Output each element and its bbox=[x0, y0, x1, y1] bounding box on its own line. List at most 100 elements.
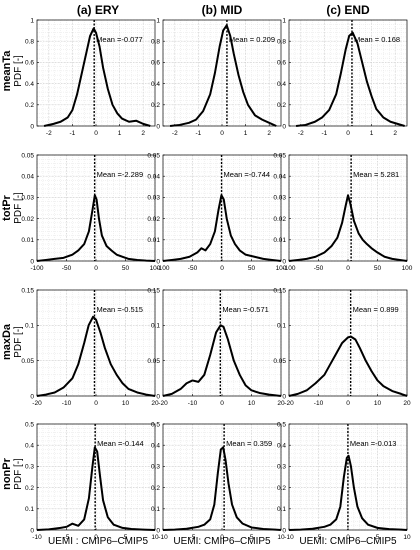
panel-meanta-end: -2 -1 0 1 2 0 0.2 0.4 0.6 0.8 1 Mean = 0.168 bbox=[277, 17, 408, 137]
mean-label: Mean =-0.515 bbox=[96, 305, 142, 314]
plot-frame bbox=[36, 423, 156, 531]
x-tick-label: -20 bbox=[284, 400, 294, 407]
mean-label: Mean =-0.144 bbox=[97, 439, 143, 448]
y-tick-label: 1 bbox=[30, 17, 34, 24]
y-tick-label: 0.4 bbox=[25, 81, 34, 88]
x-tick-label: 2 bbox=[267, 130, 271, 137]
x-tick-label: 0 bbox=[346, 130, 350, 137]
x-tick-label: 2 bbox=[393, 130, 397, 137]
x-tick-label: -1 bbox=[70, 130, 76, 137]
pdf-curve bbox=[162, 446, 282, 531]
x-tick-label: -2 bbox=[172, 130, 178, 137]
x-tick-label: -10 bbox=[314, 400, 324, 407]
plot-frame bbox=[162, 289, 282, 397]
y-tick-label: 0.4 bbox=[151, 443, 160, 450]
y-tick-label: 0 bbox=[282, 393, 286, 400]
col-title-ery: (a) ERY bbox=[77, 3, 119, 17]
y-tick-label: 0.6 bbox=[25, 60, 34, 67]
x-tick-label: 10 bbox=[277, 534, 285, 541]
row-ylabel-totpr: PDF [-] bbox=[13, 192, 24, 224]
y-tick-label: 0.6 bbox=[151, 60, 160, 67]
y-tick-label: 0.15 bbox=[21, 287, 34, 294]
y-tick-label: 0.5 bbox=[151, 421, 160, 428]
plot-frame bbox=[36, 289, 156, 397]
y-tick-label: 0.4 bbox=[151, 81, 160, 88]
y-tick-label: 0.2 bbox=[25, 485, 34, 492]
y-tick-label: 0.1 bbox=[25, 323, 34, 330]
plot-frame bbox=[288, 423, 408, 531]
y-tick-label: 0 bbox=[156, 393, 160, 400]
x-tick-label: -100 bbox=[156, 265, 169, 272]
y-tick-label: 0 bbox=[282, 123, 286, 130]
col-title-end: (c) END bbox=[326, 3, 370, 17]
y-tick-label: 0.15 bbox=[147, 287, 160, 294]
x-tick-label: 0 bbox=[346, 400, 350, 407]
x-tick-label: 5 bbox=[124, 534, 128, 541]
plot-frame bbox=[36, 154, 156, 262]
y-tick-label: 0 bbox=[156, 527, 160, 534]
y-tick-label: 0 bbox=[30, 123, 34, 130]
y-tick-label: 0.3 bbox=[277, 464, 286, 471]
row-label-maxda: maxDa bbox=[1, 323, 13, 360]
x-tick-label: 1 bbox=[118, 130, 122, 137]
pdf-curve bbox=[295, 31, 405, 127]
y-tick-label: 0.05 bbox=[273, 152, 286, 159]
xlabel-end: UEMI: CMIP6–CMIP5 bbox=[299, 536, 397, 547]
x-tick-label: 10 bbox=[374, 400, 382, 407]
mean-label: Mean =-0.077 bbox=[96, 35, 143, 44]
x-tick-label: -10 bbox=[32, 534, 42, 541]
y-tick-label: 0.2 bbox=[277, 102, 286, 109]
y-tick-label: 0.02 bbox=[147, 216, 160, 223]
x-tick-label: -20 bbox=[32, 400, 42, 407]
y-tick-label: 0.05 bbox=[21, 152, 34, 159]
plot-frame bbox=[162, 154, 282, 262]
x-tick-label: 100 bbox=[276, 265, 287, 272]
x-tick-label: -10 bbox=[62, 400, 72, 407]
plot-frame bbox=[36, 19, 156, 127]
row-ylabel-meanta: PDF [-] bbox=[13, 55, 24, 87]
x-tick-label: 50 bbox=[122, 265, 130, 272]
pdf-curve bbox=[36, 315, 156, 397]
y-tick-label: 0.5 bbox=[277, 421, 286, 428]
y-tick-label: 0.04 bbox=[21, 174, 34, 181]
y-tick-label: 0 bbox=[282, 258, 286, 265]
y-tick-label: 0.03 bbox=[147, 195, 160, 202]
y-tick-label: 0.01 bbox=[21, 237, 34, 244]
pdf-curve bbox=[36, 446, 156, 531]
y-tick-label: 0.1 bbox=[277, 506, 286, 513]
panel-meanta-ery: -2 -1 0 1 2 0 0.2 0.4 0.6 0.8 1 Mean =-0.077 bbox=[25, 17, 156, 137]
y-tick-label: 0.4 bbox=[277, 443, 286, 450]
x-tick-label: 100 bbox=[150, 265, 161, 272]
y-tick-label: 0.8 bbox=[277, 39, 286, 46]
mean-label: Mean = 0.359 bbox=[226, 439, 272, 448]
y-tick-label: 0.2 bbox=[151, 485, 160, 492]
x-tick-label: 5 bbox=[376, 534, 380, 541]
x-tick-label: -50 bbox=[188, 265, 198, 272]
x-tick-label: -100 bbox=[30, 265, 43, 272]
mean-label: Mean = 0.899 bbox=[353, 305, 399, 314]
y-tick-label: 0.05 bbox=[273, 358, 286, 365]
mean-label: Mean =-2.289 bbox=[97, 170, 144, 179]
y-tick-label: 0.5 bbox=[25, 421, 34, 428]
y-tick-label: 0.05 bbox=[147, 358, 160, 365]
x-tick-label: 20 bbox=[403, 400, 411, 407]
x-tick-label: -1 bbox=[322, 130, 328, 137]
x-tick-label: -10 bbox=[158, 534, 168, 541]
plot-frame bbox=[162, 19, 282, 127]
plot-frame bbox=[288, 289, 408, 397]
x-tick-label: 0 bbox=[94, 400, 98, 407]
y-tick-label: 0.1 bbox=[151, 323, 160, 330]
x-tick-label: -2 bbox=[46, 130, 52, 137]
y-tick-label: 0.3 bbox=[151, 464, 160, 471]
x-tick-label: 10 bbox=[403, 534, 411, 541]
mean-label: Mean = 5.281 bbox=[353, 170, 399, 179]
y-tick-label: 0.15 bbox=[273, 287, 286, 294]
x-tick-label: 50 bbox=[248, 265, 256, 272]
y-tick-label: 0.2 bbox=[277, 485, 286, 492]
y-tick-label: 0.1 bbox=[277, 323, 286, 330]
xlabel-ery: UEMI : CMIP6–CMIP5 bbox=[48, 536, 148, 547]
